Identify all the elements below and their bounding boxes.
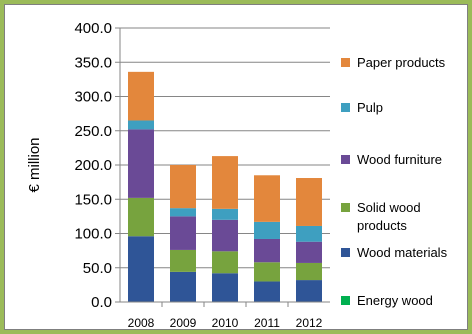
y-tick-label: 0.0 [91, 294, 112, 311]
bar-segment [128, 129, 154, 198]
y-tick-label: 400.0 [74, 20, 112, 37]
legend-swatch [341, 103, 350, 112]
y-tick-label: 50.0 [83, 260, 112, 277]
bar-segment [296, 262, 322, 281]
x-tick-labels: 2008 2009 2010 2011 2012 [128, 302, 323, 329]
bar-segment [128, 236, 154, 302]
x-tick-label: 2011 [254, 316, 280, 329]
y-tick-labels: 0.0 50.0 100.0 150.0 200.0 250.0 300.0 350.0 400… [74, 20, 112, 311]
x-tick-label: 2010 [212, 316, 239, 329]
y-tick-label: 200.0 [74, 157, 112, 174]
bar-segment [296, 280, 322, 302]
bar-segment [170, 216, 196, 250]
bar-segment [170, 271, 196, 302]
x-tick-label: 2008 [128, 316, 155, 329]
legend-swatch [341, 58, 350, 67]
bar-segment [212, 208, 238, 220]
legend-swatch [341, 296, 350, 305]
bar-segment [254, 281, 280, 302]
legend-swatch [341, 155, 350, 164]
bar-segment [170, 249, 196, 272]
bar-segment [254, 175, 280, 222]
bar-segment [296, 225, 322, 242]
bar-segment [212, 219, 238, 252]
legend-label: Pulp [357, 100, 383, 115]
legend-swatch [341, 203, 350, 212]
bar-segment [170, 165, 196, 209]
bar-segment [212, 251, 238, 274]
legend-label: Wood materials [357, 245, 448, 260]
bar-segment [170, 208, 196, 217]
bar-segment [128, 197, 154, 237]
y-tick-label: 350.0 [74, 54, 112, 71]
x-tick-label: 2012 [296, 316, 323, 329]
legend-swatch [341, 248, 350, 257]
bar-segment [128, 71, 154, 121]
chart-frame: 0.0 50.0 100.0 150.0 200.0 250.0 300.0 350.0 400… [4, 4, 468, 330]
legend: Paper products Pulp Wood furniture Solid wo… [341, 55, 448, 308]
y-tick-label: 300.0 [74, 89, 112, 106]
legend-label: Wood furniture [357, 152, 442, 167]
bar-segment [296, 241, 322, 263]
stacked-bar-chart: 0.0 50.0 100.0 150.0 200.0 250.0 300.0 350.0 400… [26, 20, 448, 329]
bars [128, 71, 322, 302]
y-axis-title: € million [26, 137, 43, 192]
y-tick-label: 250.0 [74, 123, 112, 140]
axes [119, 28, 330, 303]
bar-segment [254, 262, 280, 282]
x-tick-label: 2009 [170, 316, 197, 329]
bar-segment [212, 273, 238, 302]
y-tick-label: 100.0 [74, 226, 112, 243]
bar-segment [254, 221, 280, 239]
bar-segment [212, 156, 238, 209]
y-tick-label: 150.0 [74, 191, 112, 208]
legend-label: Solid wood products [357, 200, 421, 233]
legend-label: Paper products [357, 55, 446, 70]
bar-segment [128, 120, 154, 130]
bar-segment [296, 178, 322, 226]
bar-segment [254, 238, 280, 263]
legend-label: Energy wood [357, 293, 433, 308]
